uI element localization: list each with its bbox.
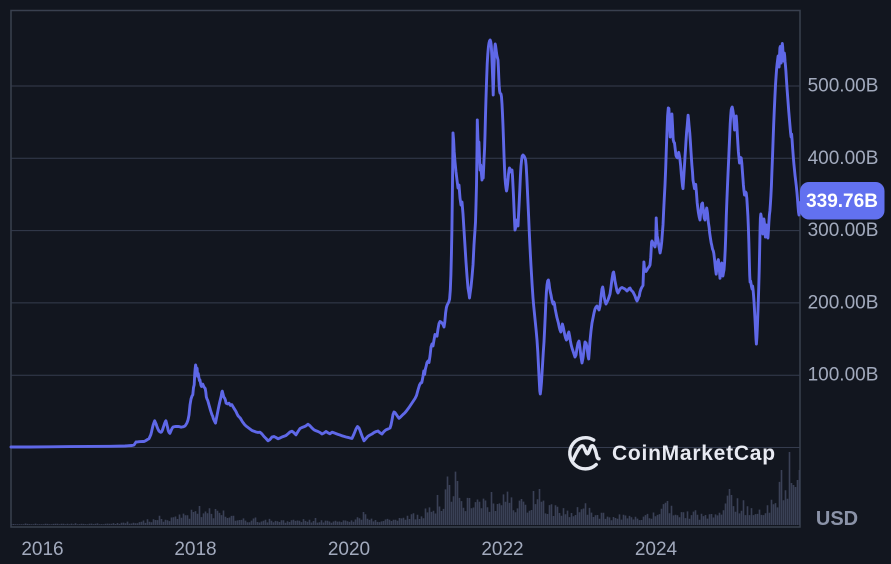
svg-text:400.00B: 400.00B — [808, 148, 879, 169]
svg-text:100.00B: 100.00B — [808, 365, 879, 386]
svg-text:2022: 2022 — [481, 539, 523, 560]
svg-text:200.00B: 200.00B — [808, 292, 879, 313]
svg-text:CoinMarketCap: CoinMarketCap — [612, 442, 776, 465]
svg-text:2016: 2016 — [21, 539, 63, 560]
svg-text:2020: 2020 — [328, 539, 370, 560]
svg-text:500.00B: 500.00B — [808, 76, 879, 97]
svg-text:300.00B: 300.00B — [808, 220, 879, 241]
svg-text:339.76B: 339.76B — [806, 191, 878, 212]
svg-text:2018: 2018 — [174, 539, 216, 560]
svg-text:USD: USD — [816, 508, 858, 530]
svg-text:2024: 2024 — [635, 539, 678, 560]
